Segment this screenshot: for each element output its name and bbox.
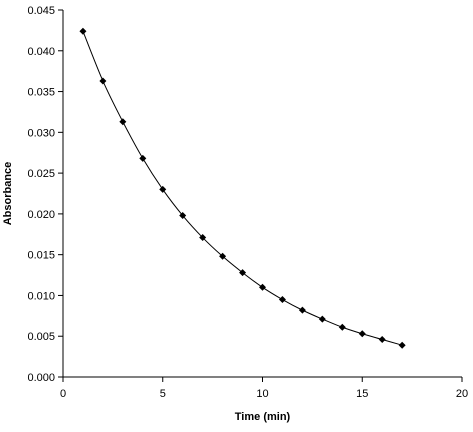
x-axis-title: Time (min) [235,411,291,423]
y-axis-ticks: 0.000 0.005 0.010 0.015 0.020 0.025 0.030 0.035… [27,5,63,384]
series-line [82,31,403,346]
axes [62,10,462,378]
y-tick-label: 0.040 [27,46,55,58]
data-point-diamond [239,269,247,277]
y-tick-label: 0.010 [27,290,55,302]
data-point-diamond [298,306,306,314]
data-point-diamond [378,335,386,343]
x-tick-label: 15 [356,388,368,400]
data-point-diamond [318,315,326,323]
data-point-diamond [259,283,266,291]
x-tick-label: 10 [256,388,268,400]
data-point-diamond [338,323,346,331]
x-tick-label: 5 [160,388,166,400]
data-point-diamond [99,77,107,85]
data-point-diamond [79,27,87,35]
series-points [79,27,406,349]
data-point-diamond [159,185,167,193]
data-point-diamond [179,212,187,220]
y-axis-title: Absorbance [2,162,14,226]
data-point-diamond [398,341,406,349]
y-tick-label: 0.015 [27,250,55,262]
data-point-diamond [199,234,207,242]
data-point-diamond [358,330,366,338]
y-tick-label: 0.045 [27,5,55,17]
data-point-diamond [119,118,127,126]
data-point-diamond [219,252,227,260]
y-tick-label: 0.020 [27,209,55,221]
x-tick-label: 0 [60,388,66,400]
y-tick-label: 0.035 [27,87,55,99]
y-tick-label: 0.030 [27,127,55,139]
x-tick-label: 20 [456,388,468,400]
series-curve [82,31,403,346]
data-point-diamond [139,154,147,162]
y-tick-label: 0.000 [27,372,55,384]
data-point-diamond [278,296,286,304]
x-axis-ticks: 0 5 10 15 20 [60,377,468,400]
y-tick-label: 0.025 [27,168,55,180]
y-tick-label: 0.005 [27,331,55,343]
